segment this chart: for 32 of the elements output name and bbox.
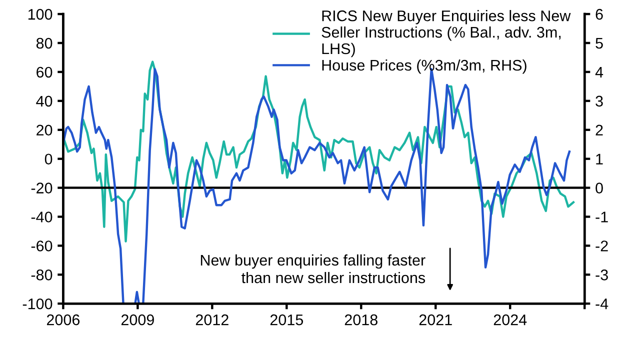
y-tick-label: -60 [31, 240, 52, 252]
y2-tick-label: 4 [595, 66, 604, 78]
y2-tick-label: 6 [596, 8, 603, 20]
legend-label: RICS New Buyer Enquiries less New Seller Instructions (% Bal., adv. 3m, LHS) [322, 10, 571, 58]
y-tick-label: 20 [36, 124, 52, 136]
y2-tick-label: -1 [596, 212, 608, 222]
y2-tick-label: 5 [596, 38, 603, 49]
y2-tick-label: 0 [596, 182, 603, 194]
y2-tick-label: -3 [596, 270, 608, 280]
x-tick-label: 2024 [494, 314, 527, 326]
x-tick-label: 2015 [270, 314, 304, 326]
y2-tick-label: 3 [596, 96, 603, 107]
x-tick-label: 2012 [196, 314, 228, 326]
y-tick-label: 100 [28, 8, 52, 20]
y2-tick-label: -2 [596, 240, 608, 252]
y-tick-label: -100 [22, 298, 52, 310]
y2-tick-label: 1 [596, 154, 603, 164]
y-tick-label: 60 [36, 66, 52, 78]
annotation: New buyer enquiries falling faster than new seller instructions [200, 254, 426, 284]
y-tick-label: 40 [36, 96, 52, 107]
x-tick-label: 2006 [46, 314, 80, 326]
x-tick-label: 2021 [419, 314, 452, 326]
y-tick-label: 0 [44, 154, 52, 165]
x-tick-label: 2018 [344, 314, 378, 326]
y-tick-label: -20 [31, 182, 52, 194]
y2-tick-label: 2 [596, 124, 603, 136]
legend-label: House Prices (%3m/3m, RHS) [322, 59, 526, 74]
y-tick-label: 80 [36, 38, 52, 49]
y-tick-label: -40 [31, 212, 52, 222]
y2-tick-label: -4 [596, 298, 608, 310]
y-tick-label: -80 [31, 270, 52, 280]
x-tick-label: 2009 [121, 314, 154, 326]
